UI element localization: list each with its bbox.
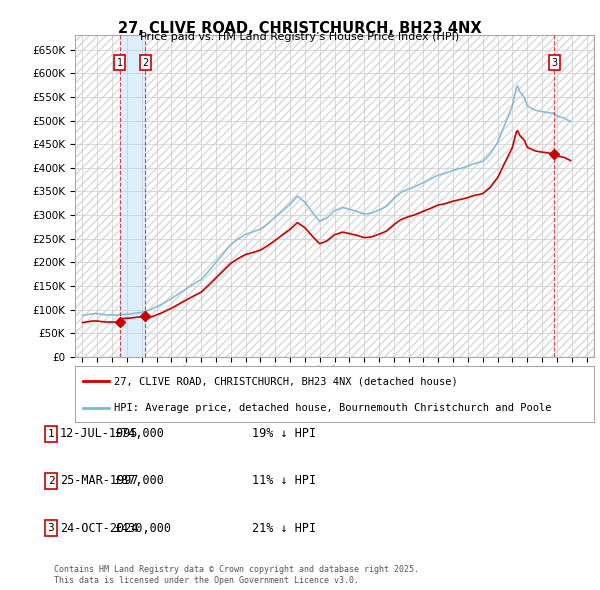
Text: £74,000: £74,000 [114,427,164,440]
Text: 1: 1 [47,429,55,438]
Text: 24-OCT-2024: 24-OCT-2024 [60,522,139,535]
Text: 21% ↓ HPI: 21% ↓ HPI [252,522,316,535]
Text: 2: 2 [142,58,148,68]
Text: 27, CLIVE ROAD, CHRISTCHURCH, BH23 4NX (detached house): 27, CLIVE ROAD, CHRISTCHURCH, BH23 4NX (… [114,376,458,386]
Text: 27, CLIVE ROAD, CHRISTCHURCH, BH23 4NX: 27, CLIVE ROAD, CHRISTCHURCH, BH23 4NX [118,21,482,35]
Text: Contains HM Land Registry data © Crown copyright and database right 2025.
This d: Contains HM Land Registry data © Crown c… [54,565,419,585]
Text: 1: 1 [117,58,123,68]
Text: 11% ↓ HPI: 11% ↓ HPI [252,474,316,487]
Text: £87,000: £87,000 [114,474,164,487]
Text: Price paid vs. HM Land Registry’s House Price Index (HPI): Price paid vs. HM Land Registry’s House … [140,32,460,42]
Text: 12-JUL-1995: 12-JUL-1995 [60,427,139,440]
Text: £430,000: £430,000 [114,522,171,535]
Bar [120,35,145,357]
Text: 3: 3 [551,58,557,68]
Text: 2: 2 [47,476,55,486]
Text: HPI: Average price, detached house, Bournemouth Christchurch and Poole: HPI: Average price, detached house, Bour… [114,403,551,413]
Text: 3: 3 [47,523,55,533]
Text: 25-MAR-1997: 25-MAR-1997 [60,474,139,487]
Text: 19% ↓ HPI: 19% ↓ HPI [252,427,316,440]
